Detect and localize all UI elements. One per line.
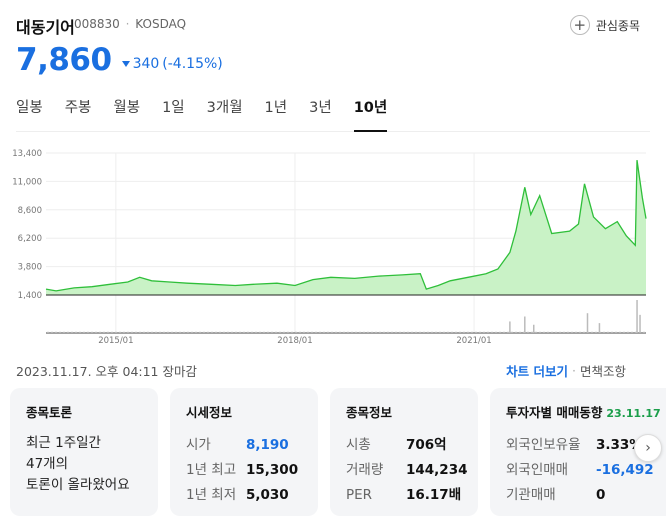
stock-info-row: 시총 706억 <box>346 433 462 458</box>
investor-date-badge: 23.11.17 <box>606 407 661 420</box>
info-cards: 종목토론 최근 1주일간 47개의 토론이 올라왔어요 시세정보 시가 8,19… <box>10 388 666 518</box>
row-value: 15,300 <box>246 462 299 478</box>
chart-svg: 13,400 11,000 8,600 6,200 3,800 1,400 2015/01 2… <box>12 149 647 346</box>
tab-2[interactable]: 월봉 <box>113 100 141 116</box>
market-info-row: 시가 8,190 <box>186 433 302 458</box>
investor-row: 외국인매매 -16,492 <box>506 458 664 483</box>
row-label: PER <box>346 487 373 503</box>
price-line <box>45 160 647 292</box>
x-tick-label: 2018/01 <box>277 336 312 346</box>
investor-row: 기관매매 0 <box>506 483 664 508</box>
add-favorite-button[interactable]: + 관심종목 <box>569 12 640 38</box>
tab-5[interactable]: 1년 <box>264 100 288 116</box>
row-value: 0 <box>596 487 606 503</box>
discussion-line: 최근 1주일간 <box>26 435 101 451</box>
row-label: 외국인매매 <box>506 462 569 478</box>
row-label: 1년 최저 <box>186 487 237 503</box>
tab-6[interactable]: 3년 <box>309 100 332 116</box>
period-tabs: 일봉 주봉 월봉 1일 3개월 1년 3년 10년 <box>16 94 650 132</box>
disclaimer-link[interactable]: 면책조항 <box>579 364 626 379</box>
stock-name: 대동기어 <box>16 18 75 37</box>
stock-header: 대동기어 008830 · KOSDAQ + 관심종목 <box>16 10 656 40</box>
plus-icon: + <box>569 15 590 35</box>
y-tick-label: 1,400 <box>18 291 42 301</box>
change-percent: (-4.15%) <box>162 56 223 72</box>
y-tick-label: 8,600 <box>18 206 42 216</box>
row-label: 시총 <box>346 437 371 453</box>
chart-more-link[interactable]: 차트 더보기 <box>506 364 568 379</box>
row-label: 외국인보유율 <box>506 437 581 453</box>
tab-0[interactable]: 일봉 <box>16 100 43 116</box>
market-info-card[interactable]: 시세정보 시가 8,190 1년 최고 15,300 1년 최저 5,030 <box>170 388 318 516</box>
down-triangle-icon <box>121 61 130 67</box>
stock-info-title: 종목정보 <box>346 405 393 420</box>
discussion-title: 종목토론 <box>26 405 73 420</box>
x-tick-label: 2021/01 <box>456 336 491 346</box>
market-info-row: 1년 최저 5,030 <box>186 483 302 508</box>
investor-row: 외국인보유율 3.33% <box>506 433 664 458</box>
y-tick-label: 3,800 <box>18 263 42 273</box>
row-label: 시가 <box>186 437 211 453</box>
stock-market: KOSDAQ <box>135 17 187 31</box>
row-value: 3.33% <box>596 437 643 453</box>
row-value: -16,492 <box>596 462 654 478</box>
favorite-label: 관심종목 <box>595 18 640 33</box>
discussion-text: 최근 1주일간 47개의 토론이 올라왔어요 <box>26 433 142 496</box>
tab-3[interactable]: 1일 <box>162 100 185 116</box>
timestamp: 2023.11.17. 오후 04:11 장마감 <box>16 364 197 379</box>
stock-code-number: 008830 <box>74 17 120 31</box>
row-value: 5,030 <box>246 487 289 503</box>
x-tick-label: 2015/01 <box>98 336 133 346</box>
row-value: 144,234 <box>406 462 468 478</box>
change-value: 340 <box>132 56 160 72</box>
current-price: 7,860 <box>16 42 112 78</box>
market-info-row: 1년 최고 15,300 <box>186 458 302 483</box>
row-label: 1년 최고 <box>186 462 237 478</box>
discussion-line: 47개의 <box>26 456 69 472</box>
stock-info-card[interactable]: 종목정보 시총 706억 거래량 144,234 PER 16.17배 <box>330 388 478 516</box>
row-value: 8,190 <box>246 437 289 453</box>
row-value: 706억 <box>406 437 447 453</box>
investor-trend-title: 투자자별 매매동향 23.11.17 <box>506 402 664 421</box>
discussion-line: 토론이 올라왔어요 <box>26 477 130 493</box>
stock-code: 008830 · KOSDAQ <box>74 17 187 31</box>
price-row: 7,860 340 (-4.15%) <box>16 38 223 78</box>
row-label: 기관매매 <box>506 487 556 503</box>
y-tick-label: 11,000 <box>12 177 42 187</box>
tab-1[interactable]: 주봉 <box>64 100 92 116</box>
stock-info-row: PER 16.17배 <box>346 483 462 508</box>
chart-links: 차트 더보기 · 면책조항 <box>506 363 626 379</box>
discussion-card[interactable]: 종목토론 최근 1주일간 47개의 토론이 올라왔어요 <box>10 388 158 516</box>
row-value: 16.17배 <box>406 487 462 503</box>
investor-title-text: 투자자별 매매동향 <box>506 405 603 420</box>
price-chart: 13,400 11,000 8,600 6,200 3,800 1,400 2015/01 2… <box>0 140 666 350</box>
y-tick-label: 13,400 <box>12 149 42 159</box>
market-info-title: 시세정보 <box>186 405 233 420</box>
stock-info-row: 거래량 144,234 <box>346 458 468 483</box>
row-label: 거래량 <box>346 462 384 478</box>
tab-4[interactable]: 3개월 <box>206 100 243 116</box>
investor-trend-card[interactable]: 투자자별 매매동향 23.11.17 외국인보유율 3.33% 외국인매매 -16… <box>490 388 666 516</box>
price-change: 340 (-4.15%) <box>121 56 223 72</box>
chevron-right-icon[interactable]: › <box>634 434 662 462</box>
y-tick-label: 6,200 <box>18 234 42 244</box>
price-area <box>46 160 646 295</box>
tab-7[interactable]: 10년 <box>353 94 387 132</box>
